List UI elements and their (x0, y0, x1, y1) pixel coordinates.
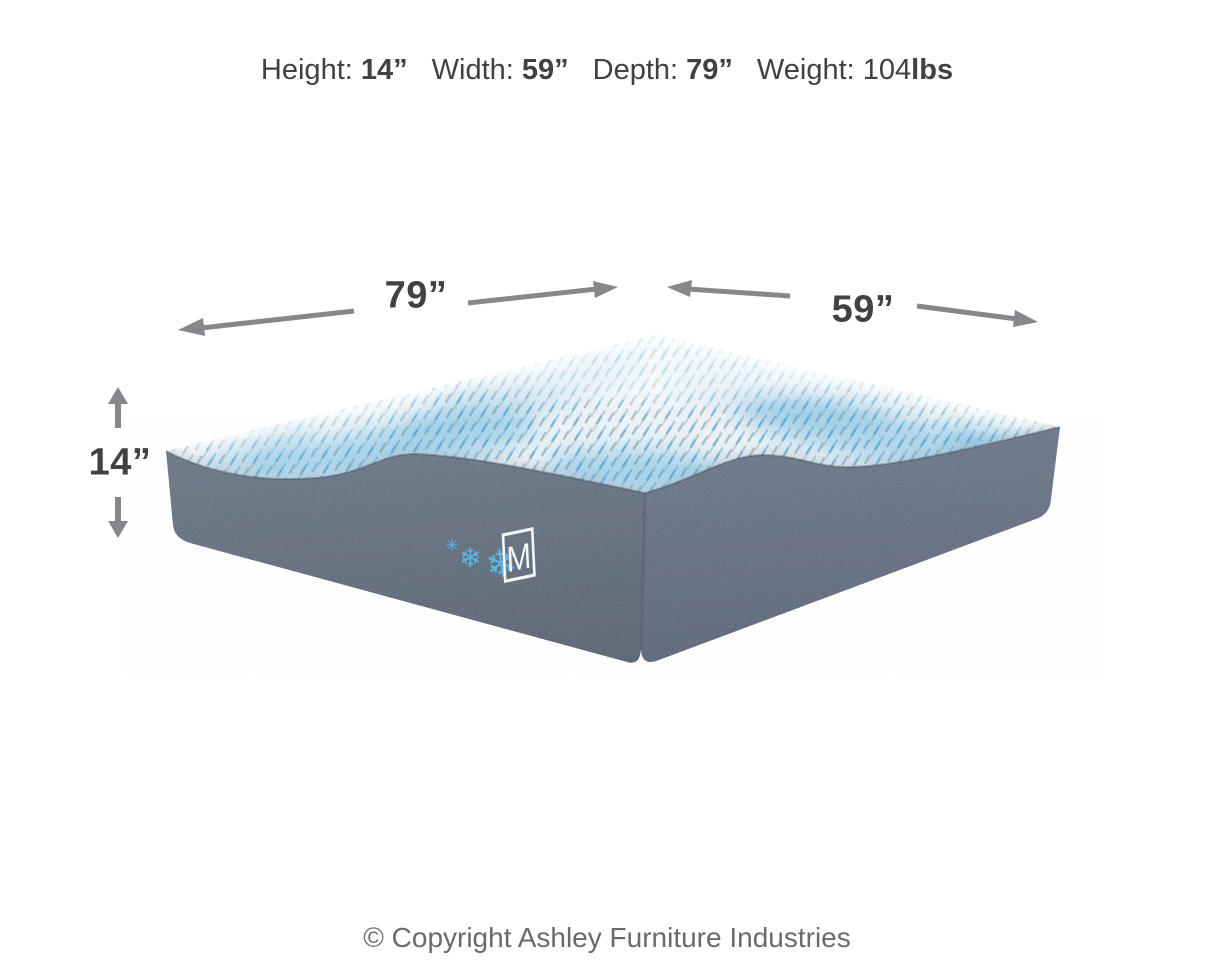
spec-weight-value-regular: 104 (862, 54, 912, 86)
mattress-base-left-face (166, 451, 645, 663)
spec-weight: Weight: 104lbs (757, 54, 953, 87)
spec-width: Width: 59” (432, 54, 569, 87)
snowflake-icon-medium: ❄ (459, 543, 482, 573)
mattress-base-right-face (641, 427, 1060, 663)
copyright-notice: © Copyright Ashley Furniture Industries (363, 922, 851, 953)
depth-arrow-right (467, 281, 618, 306)
width-arrow-left (667, 280, 791, 299)
spec-height: Height: 14” (261, 54, 408, 87)
spec-depth-label: Depth: (592, 54, 687, 86)
width-dimension-label: 59” (831, 288, 895, 331)
spec-depth-value: 79” (686, 54, 733, 86)
snowflake-icon-small: ✳ (445, 536, 459, 555)
dimension-arrows (108, 280, 1038, 538)
depth-dimension-label: 79” (384, 274, 448, 317)
depth-arrow-left (178, 308, 355, 336)
spec-weight-label: Weight: (756, 54, 863, 86)
spec-header: Height: 14” Width: 59” Depth: 79” Weight… (0, 54, 1214, 87)
logo-monogram: M (506, 535, 532, 580)
spec-height-value: 14” (360, 54, 408, 86)
brand-logo: ✳ ❄ ❄ M (445, 527, 536, 588)
spec-height-label: Height: (260, 54, 361, 86)
spec-weight-value: lbs (911, 54, 954, 86)
width-arrow-right (916, 303, 1038, 327)
top-base-boundary (165, 426, 1061, 495)
spec-width-value: 59” (521, 54, 569, 86)
spec-depth: Depth: 79” (593, 54, 733, 87)
height-arrow-down (108, 497, 128, 538)
height-dimension-label: 14” (88, 441, 152, 484)
height-arrow-up (108, 387, 128, 428)
corner-seam (639, 492, 647, 651)
logo-monogram-box (501, 527, 536, 584)
mattress-base (166, 427, 1060, 663)
spec-width-label: Width: (431, 54, 522, 86)
